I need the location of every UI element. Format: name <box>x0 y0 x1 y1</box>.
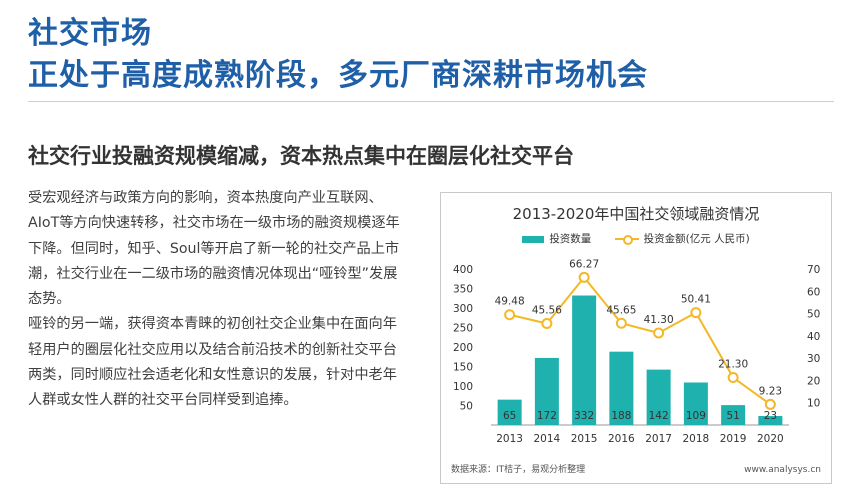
legend-label-amount: 投资金额(亿元 人民币) <box>643 233 750 245</box>
amount-point <box>541 317 553 329</box>
y-right-tick-label: 30 <box>807 353 820 365</box>
page-title-line2: 正处于高度成熟阶段，多元厂商深耕市场机会 <box>28 58 648 93</box>
x-tick-label: 2015 <box>571 433 598 445</box>
amount-point <box>653 327 665 339</box>
y-left-tick-label: 50 <box>460 401 473 413</box>
legend-label-count: 投资数量 <box>549 233 592 245</box>
page-title-line1: 社交市场 <box>28 16 152 51</box>
chart-site: www.analysys.cn <box>744 465 821 475</box>
amount-point <box>764 398 776 410</box>
y-left-tick-label: 350 <box>453 284 473 296</box>
bar <box>683 382 708 425</box>
bar <box>534 357 559 425</box>
bar <box>609 351 634 425</box>
body-text: 受宏观经济与政策方向的影响，资本热度向产业互联网、AIoT等方向快速转移，社交市… <box>28 186 410 414</box>
x-tick-label: 2016 <box>608 433 635 445</box>
amount-value-label: 50.41 <box>681 294 711 306</box>
chart-card: 2013-2020年中国社交领域融资情况 投资数量 投资金额(亿元 人民币) 5… <box>440 192 832 484</box>
bar-value-label: 23 <box>764 410 777 422</box>
section-subheading: 社交行业投融资规模缩减，资本热点集中在圈层化社交平台 <box>28 144 574 168</box>
y-left-tick-label: 150 <box>453 362 473 374</box>
chart-source: 数据来源：IT桔子，易观分析整理 <box>451 465 586 475</box>
amount-value-label: 49.48 <box>495 296 525 308</box>
y-left-tick-label: 200 <box>453 342 473 354</box>
y-left-tick-label: 250 <box>453 323 473 335</box>
x-tick-label: 2020 <box>757 433 784 445</box>
x-tick-label: 2017 <box>645 433 672 445</box>
amount-point <box>690 307 702 319</box>
bar <box>646 369 671 425</box>
chart-legend: 投资数量 投资金额(亿元 人民币) <box>441 231 831 246</box>
legend-bar-swatch <box>522 235 545 243</box>
y-right-tick-label: 50 <box>807 309 820 321</box>
legend-item-amount: 投资金额(亿元 人民币) <box>614 231 750 246</box>
bar-value-label: 109 <box>686 410 706 422</box>
amount-value-label: 21.30 <box>718 359 748 371</box>
bar-value-label: 51 <box>726 410 739 422</box>
bar-value-label: 188 <box>611 410 631 422</box>
y-left-tick-label: 400 <box>453 264 473 276</box>
chart-plot: 50 100 150 200 250 300 350 400 10 20 30 40 50 60 70 65 1… <box>453 258 820 445</box>
bar <box>721 405 746 425</box>
body-paragraph-1: 受宏观经济与政策方向的影响，资本热度向产业互联网、AIoT等方向快速转移，社交市… <box>28 190 400 308</box>
y-right-tick-label: 70 <box>807 264 820 276</box>
bar-value-label: 172 <box>537 410 557 422</box>
amount-point <box>578 271 590 283</box>
amount-value-label: 66.27 <box>569 258 599 270</box>
bar <box>758 416 783 425</box>
y-right-tick-label: 40 <box>807 331 820 343</box>
amount-series-line <box>509 275 771 406</box>
y-left-tick-label: 300 <box>453 303 473 315</box>
x-tick-label: 2019 <box>720 433 747 445</box>
amount-point <box>615 317 627 329</box>
y-right-tick-label: 60 <box>807 286 820 298</box>
bar <box>572 295 597 425</box>
x-tick-label: 2014 <box>534 433 561 445</box>
y-left-tick-label: 100 <box>453 381 473 393</box>
amount-point <box>504 309 516 321</box>
bar <box>497 399 522 425</box>
bar-value-label: 142 <box>649 410 669 422</box>
chart-title: 2013-2020年中国社交领域融资情况 <box>512 205 760 223</box>
bar-value-label: 332 <box>574 410 594 422</box>
amount-point <box>727 372 739 384</box>
bar-value-label: 65 <box>503 410 516 422</box>
legend-line-swatch <box>614 234 639 245</box>
x-tick-label: 2013 <box>496 433 523 445</box>
amount-value-label: 45.56 <box>532 304 562 316</box>
amount-value-label: 9.23 <box>759 385 782 397</box>
amount-value-label: 41.30 <box>644 314 674 326</box>
body-paragraph-2: 哑铃的另一端，获得资本青睐的初创社交企业集中在面向年轻用户的圈层化社交应用以及结… <box>28 316 397 409</box>
amount-value-label: 45.65 <box>606 304 636 316</box>
title-divider <box>28 101 834 102</box>
y-right-tick-label: 20 <box>807 375 820 387</box>
x-tick-label: 2018 <box>683 433 710 445</box>
y-right-tick-label: 10 <box>807 398 820 410</box>
legend-item-count: 投资数量 <box>522 231 591 246</box>
